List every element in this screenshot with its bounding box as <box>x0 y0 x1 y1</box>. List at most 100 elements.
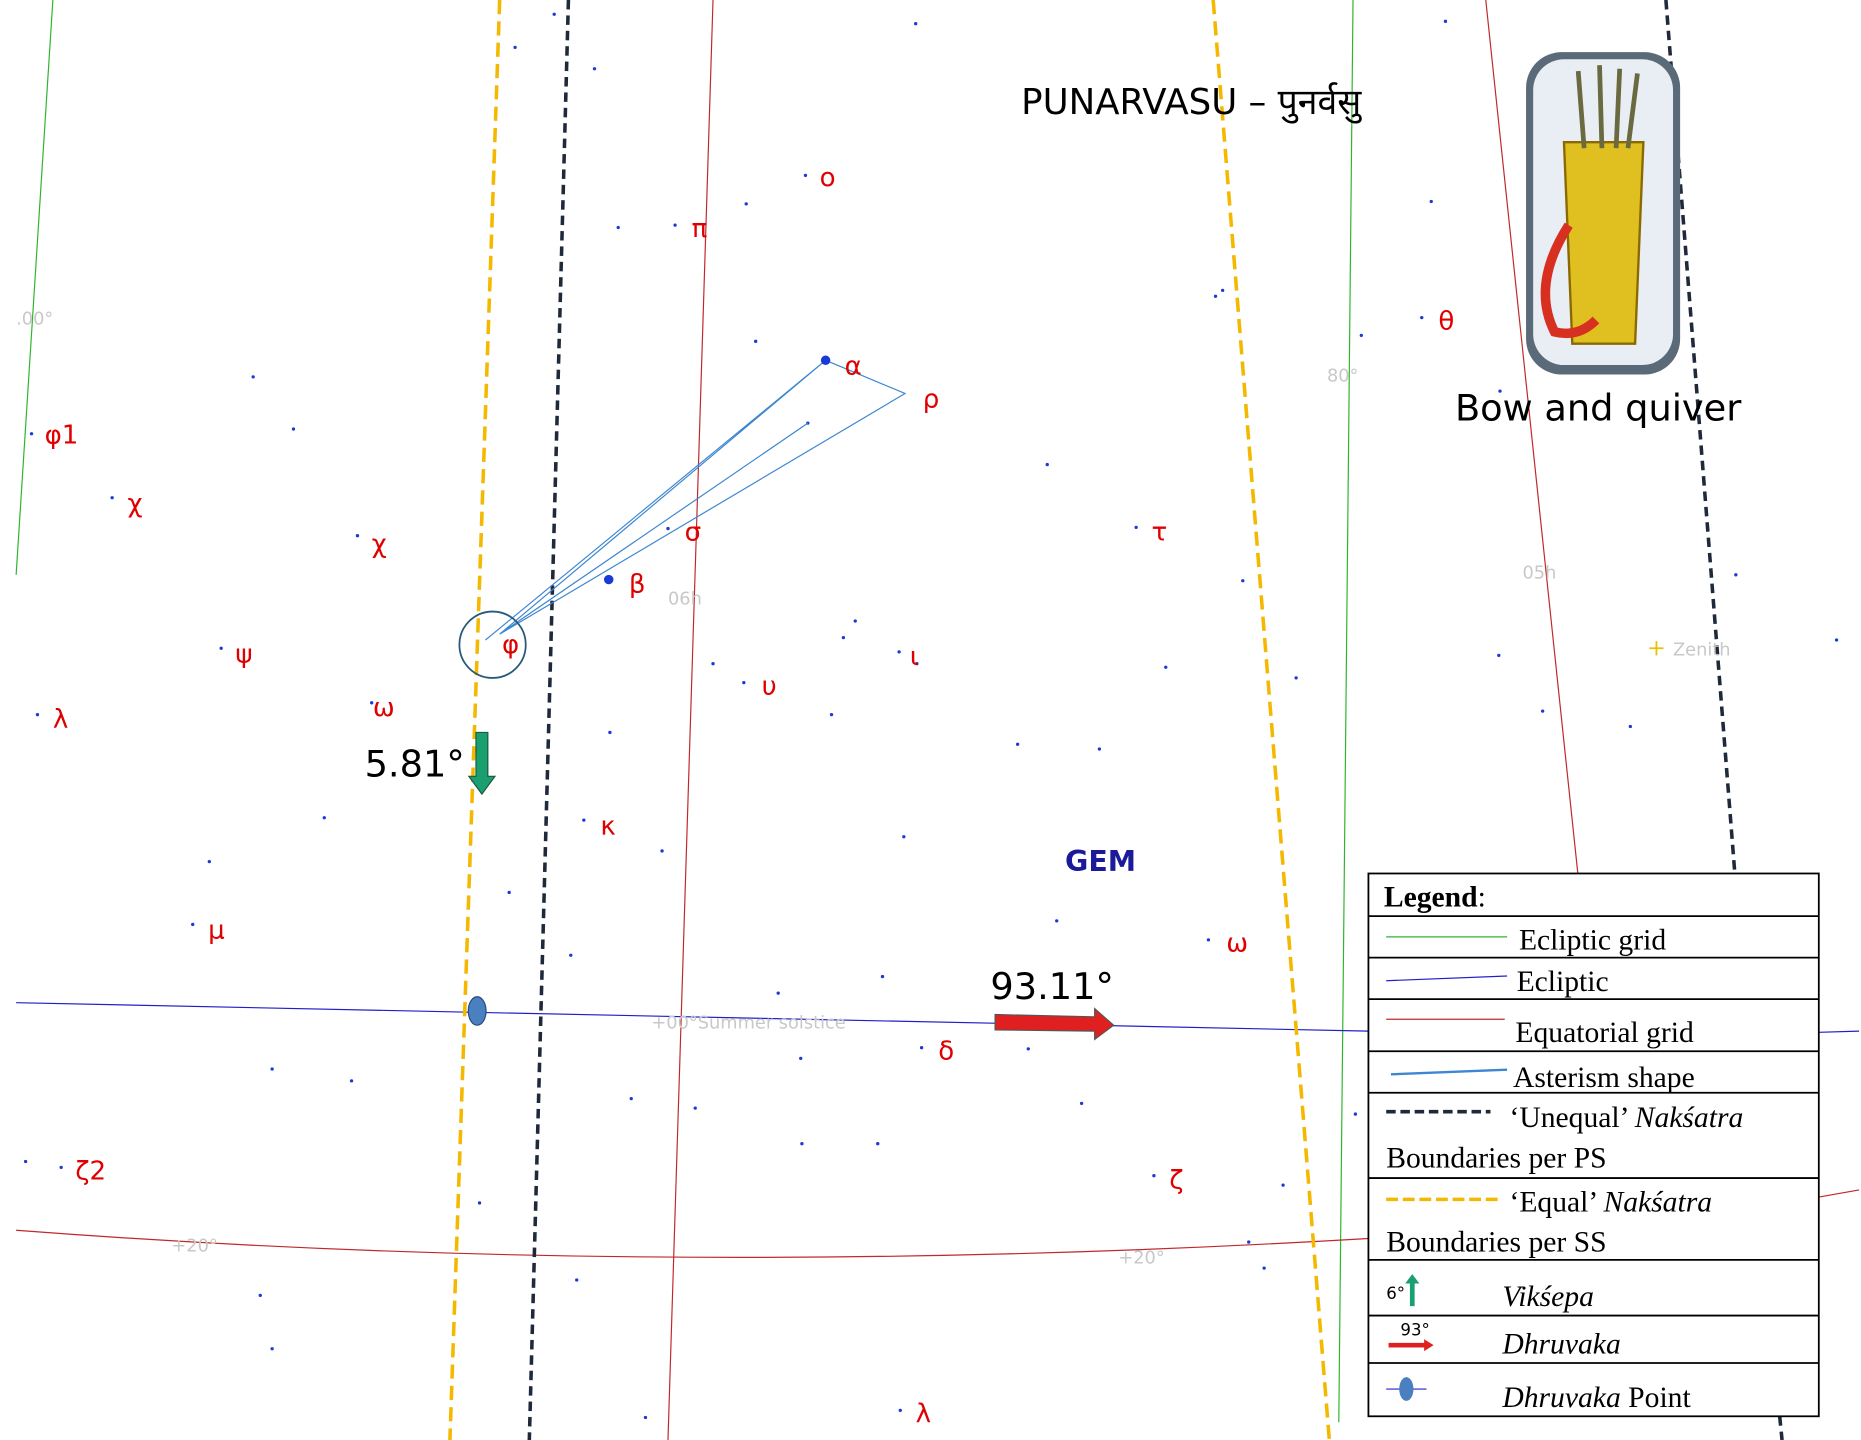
legend-text-part: Ecliptic grid <box>1519 924 1666 956</box>
background-star <box>1152 1174 1156 1178</box>
background-star <box>582 818 586 822</box>
legend-box <box>1367 872 1820 1418</box>
dhruvaka-label: 93.11° <box>990 965 1114 1008</box>
background-star <box>1045 462 1049 467</box>
background-star <box>1097 747 1102 751</box>
background-star <box>110 496 114 500</box>
background-star <box>1497 653 1501 658</box>
background-star <box>1540 709 1545 713</box>
star-label: ψ <box>235 640 252 670</box>
star-label: μ <box>208 916 225 946</box>
ecliptic-line <box>16 1002 1860 1033</box>
background-star <box>349 1079 354 1083</box>
background-star <box>59 1165 63 1170</box>
background-star <box>270 1347 274 1351</box>
background-star <box>1443 19 1448 23</box>
background-star <box>251 375 255 379</box>
dhruvaka-arrow <box>994 1007 1115 1041</box>
background-star <box>1834 638 1839 642</box>
star-label: κ <box>600 811 615 841</box>
dhruvaka-point <box>467 996 487 1026</box>
constellation-label: GEM <box>1065 845 1136 878</box>
legend-icon-label: 6° <box>1386 1284 1405 1303</box>
equatorial-grid-line <box>1485 0 1579 878</box>
legend-item: Dhruvaka <box>1501 1328 1620 1360</box>
background-star <box>1015 742 1020 746</box>
background-star <box>569 953 573 957</box>
background-star <box>592 67 597 71</box>
background-star <box>191 922 195 927</box>
legend-text-part: Point <box>1621 1382 1692 1414</box>
star-label: ζ2 <box>75 1156 106 1186</box>
viksepa-arrow <box>467 731 497 796</box>
star <box>603 574 614 585</box>
background-star <box>1247 1240 1251 1244</box>
legend-text-part: Dhruvaka <box>1501 1382 1620 1414</box>
background-star <box>35 713 40 717</box>
legend-text-part: Nakśatra <box>1602 1186 1712 1218</box>
quiver <box>1562 141 1645 345</box>
legend-text-part: Boundaries per SS <box>1386 1227 1606 1259</box>
zenith-marker <box>1649 641 1664 656</box>
legend-heading-text: Legend <box>1384 882 1478 914</box>
background-star <box>1420 315 1424 320</box>
legend-swatch <box>1405 1274 1420 1307</box>
legend-item: Vikśepa <box>1502 1281 1594 1313</box>
legend-item: Ecliptic <box>1517 966 1609 998</box>
legend-text-part: Vikśepa <box>1502 1281 1594 1313</box>
background-star <box>477 1201 482 1205</box>
quiver-image <box>1526 52 1681 375</box>
background-star <box>1164 665 1168 669</box>
grid-label: .00° <box>16 310 53 330</box>
background-star <box>799 1056 803 1061</box>
star-label: τ <box>1152 517 1168 547</box>
grid-label: 06h <box>668 589 702 609</box>
star-label: π <box>692 214 708 244</box>
grid-label: +20° <box>1118 1248 1164 1268</box>
background-star <box>258 1293 262 1298</box>
background-star <box>23 1159 28 1164</box>
star-label: ρ <box>923 385 940 415</box>
background-star <box>1734 573 1738 577</box>
background-star <box>370 701 374 705</box>
background-star <box>803 173 808 178</box>
background-star <box>1353 1112 1358 1116</box>
star-label: α <box>845 352 862 382</box>
legend-text-part: Boundaries per PS <box>1386 1142 1606 1174</box>
legend-item: Boundaries per PS <box>1386 1142 1606 1174</box>
star-label: θ <box>1438 306 1454 336</box>
legend-swatch <box>1399 1377 1414 1401</box>
background-star <box>643 1415 648 1420</box>
equal-boundary <box>1211 0 1332 1440</box>
ecliptic-grid-line <box>1338 0 1354 1423</box>
legend-swatch <box>1388 1339 1434 1352</box>
legend-item: Asterism shape <box>1513 1062 1695 1094</box>
background-star <box>219 646 223 650</box>
legend-item: ‘Equal’ Nakśatra <box>1509 1186 1712 1218</box>
star-label: λ <box>53 705 68 735</box>
legend-item: Dhruvaka Point <box>1501 1382 1691 1414</box>
star-label: ω <box>373 693 395 723</box>
background-star <box>673 223 677 227</box>
background-star <box>1220 288 1225 293</box>
equatorial-grid-line <box>16 1229 1369 1258</box>
grid-label: Zenith <box>1673 640 1731 660</box>
background-stars <box>23 12 1839 1420</box>
equal-boundary <box>448 0 502 1440</box>
legend-swatch <box>1390 1068 1508 1076</box>
legend-text-part: Nakśatra <box>1634 1102 1744 1134</box>
legend-text-part: ‘Unequal’ <box>1509 1102 1634 1134</box>
background-star <box>853 619 857 623</box>
background-star <box>829 713 834 717</box>
background-star <box>711 662 715 666</box>
background-star <box>575 1278 579 1282</box>
star-label: χ <box>128 489 143 519</box>
legend-heading-suffix: : <box>1478 882 1486 914</box>
background-star <box>776 991 780 995</box>
legend-swatch <box>1386 975 1508 982</box>
star-label: ζ <box>1169 1166 1183 1196</box>
star-label: φ1 <box>45 420 79 450</box>
background-star <box>693 1106 697 1110</box>
star <box>820 355 831 366</box>
equatorial-grid-line <box>1818 1189 1860 1198</box>
